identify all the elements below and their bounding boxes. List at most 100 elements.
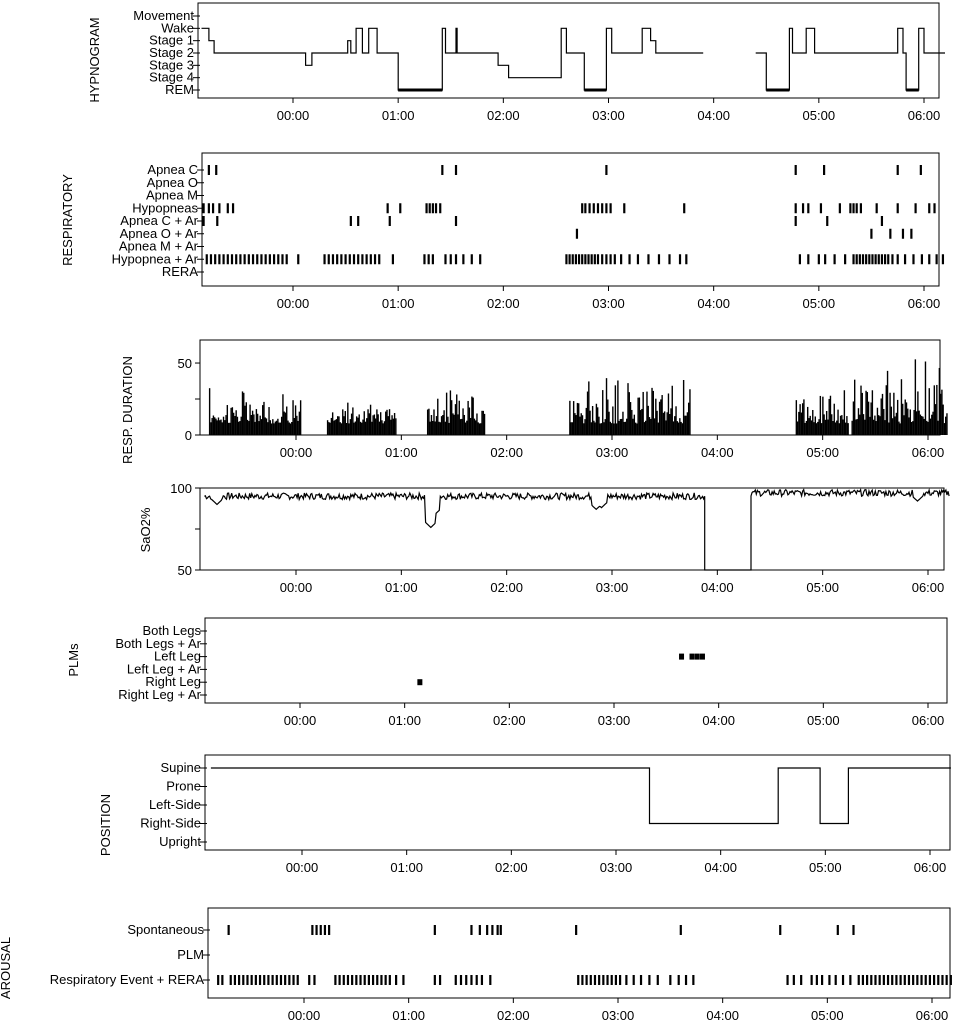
- panel-title: PLMs: [66, 643, 81, 677]
- plot-frame-0: [197, 2, 940, 99]
- x-tick-label: 00:00: [284, 713, 317, 728]
- plot-frame-5: [204, 754, 951, 851]
- x-tick-label: 04:00: [701, 580, 734, 595]
- plot-frame-1: [201, 152, 940, 287]
- y-tick-label: Apnea C + Ar: [120, 213, 198, 228]
- x-tick-label: 06:00: [914, 860, 947, 875]
- x-tick-label: 05:00: [807, 713, 840, 728]
- y-tick-label: Spontaneous: [127, 922, 204, 937]
- hypnogram-line: [755, 27, 945, 91]
- x-tick-label: 03:00: [596, 580, 629, 595]
- x-tick-label: 02:00: [490, 445, 523, 460]
- x-tick-label: 00:00: [288, 1008, 321, 1023]
- panel-title: SaO2%: [138, 507, 153, 552]
- x-tick-label: 02:00: [495, 860, 528, 875]
- x-tick-label: 00:00: [277, 108, 310, 123]
- x-tick-label: 04:00: [697, 108, 730, 123]
- x-tick-label: 05:00: [809, 860, 842, 875]
- sao2-line: [204, 487, 950, 571]
- x-tick-label: 01:00: [385, 445, 418, 460]
- x-tick-label: 02:00: [493, 713, 526, 728]
- plot-frame-3: [199, 487, 945, 571]
- y-tick-label: Stage 3: [149, 57, 194, 72]
- x-tick-label: 04:00: [701, 445, 734, 460]
- x-tick-label: 05:00: [803, 296, 836, 311]
- y-tick-label: Apnea O + Ar: [120, 226, 199, 241]
- x-tick-label: 00:00: [277, 296, 310, 311]
- x-tick-label: 06:00: [912, 713, 945, 728]
- y-tick-label: 50: [178, 563, 192, 578]
- y-tick-label: Stage 4: [149, 70, 194, 85]
- y-tick-label: Stage 2: [149, 45, 194, 60]
- x-tick-label: 05:00: [811, 1008, 844, 1023]
- y-tick-label: Wake: [161, 20, 194, 35]
- y-tick-label: Both Legs: [142, 623, 201, 638]
- y-tick-label: PLM: [177, 947, 204, 962]
- x-tick-label: 06:00: [908, 108, 941, 123]
- y-tick-label: Prone: [166, 779, 201, 794]
- y-tick-label: Left Leg: [154, 649, 201, 664]
- y-tick-label: Left-Side: [149, 797, 201, 812]
- x-tick-label: 01:00: [382, 108, 415, 123]
- y-tick-label: Right Leg + Ar: [118, 687, 201, 702]
- x-tick-label: 02:00: [487, 296, 520, 311]
- x-tick-label: 05:00: [803, 108, 836, 123]
- x-tick-label: 06:00: [916, 1008, 949, 1023]
- y-tick-label: Apnea M: [146, 188, 198, 203]
- panel-title: RESPIRATORY: [60, 174, 75, 266]
- plm-event-mark: [694, 653, 700, 660]
- y-tick-label: Respiratory Event + RERA: [50, 972, 205, 987]
- x-tick-label: 01:00: [390, 860, 423, 875]
- plot-frame-6: [207, 907, 951, 999]
- x-tick-label: 05:00: [806, 445, 839, 460]
- x-tick-label: 05:00: [806, 580, 839, 595]
- x-tick-label: 03:00: [592, 296, 625, 311]
- x-tick-label: 03:00: [602, 1008, 635, 1023]
- x-tick-label: 00:00: [286, 860, 319, 875]
- y-tick-label: Upright: [159, 834, 201, 849]
- panel-title: RESP. DURATION: [120, 356, 135, 464]
- panel-title: POSITION: [98, 794, 113, 856]
- x-tick-label: 01:00: [392, 1008, 425, 1023]
- x-tick-label: 02:00: [497, 1008, 530, 1023]
- x-tick-label: 04:00: [702, 713, 735, 728]
- y-tick-label: Hypopnea + Ar: [112, 251, 199, 266]
- x-tick-label: 06:00: [912, 580, 945, 595]
- y-tick-label: Hypopneas: [132, 200, 198, 215]
- x-tick-label: 01:00: [388, 713, 421, 728]
- x-tick-label: 01:00: [382, 296, 415, 311]
- panel-title: HYPNOGRAM: [87, 17, 102, 102]
- y-tick-label: Movement: [133, 8, 194, 23]
- x-tick-label: 03:00: [600, 860, 633, 875]
- x-tick-label: 03:00: [592, 108, 625, 123]
- plm-event-mark: [417, 679, 423, 686]
- y-tick-label: Apnea O: [147, 175, 198, 190]
- y-tick-label: 50: [178, 356, 192, 371]
- y-tick-label: 100: [170, 481, 192, 496]
- x-tick-label: 03:00: [596, 445, 629, 460]
- y-tick-label: Both Legs + Ar: [115, 636, 201, 651]
- y-tick-label: Apnea M + Ar: [119, 239, 199, 254]
- y-tick-label: Apnea C: [147, 162, 198, 177]
- plm-event-mark: [699, 653, 705, 660]
- y-tick-label: RERA: [162, 264, 198, 279]
- plot-frame-4: [204, 617, 948, 704]
- x-tick-label: 02:00: [490, 580, 523, 595]
- y-tick-label: Supine: [161, 760, 201, 775]
- panel-title: AROUSAL: [0, 937, 13, 999]
- x-tick-label: 00:00: [280, 445, 313, 460]
- y-tick-label: Right Leg: [145, 674, 201, 689]
- y-tick-label: 0: [185, 428, 192, 443]
- y-tick-label: Stage 1: [149, 33, 194, 48]
- plm-event-mark: [679, 653, 685, 660]
- x-tick-label: 01:00: [385, 580, 418, 595]
- x-tick-label: 00:00: [280, 580, 313, 595]
- x-tick-label: 03:00: [598, 713, 631, 728]
- x-tick-label: 04:00: [706, 1008, 739, 1023]
- position-line: [210, 767, 951, 825]
- x-tick-label: 04:00: [697, 296, 730, 311]
- x-tick-label: 06:00: [912, 445, 945, 460]
- y-tick-label: Right-Side: [140, 816, 201, 831]
- x-tick-label: 06:00: [908, 296, 941, 311]
